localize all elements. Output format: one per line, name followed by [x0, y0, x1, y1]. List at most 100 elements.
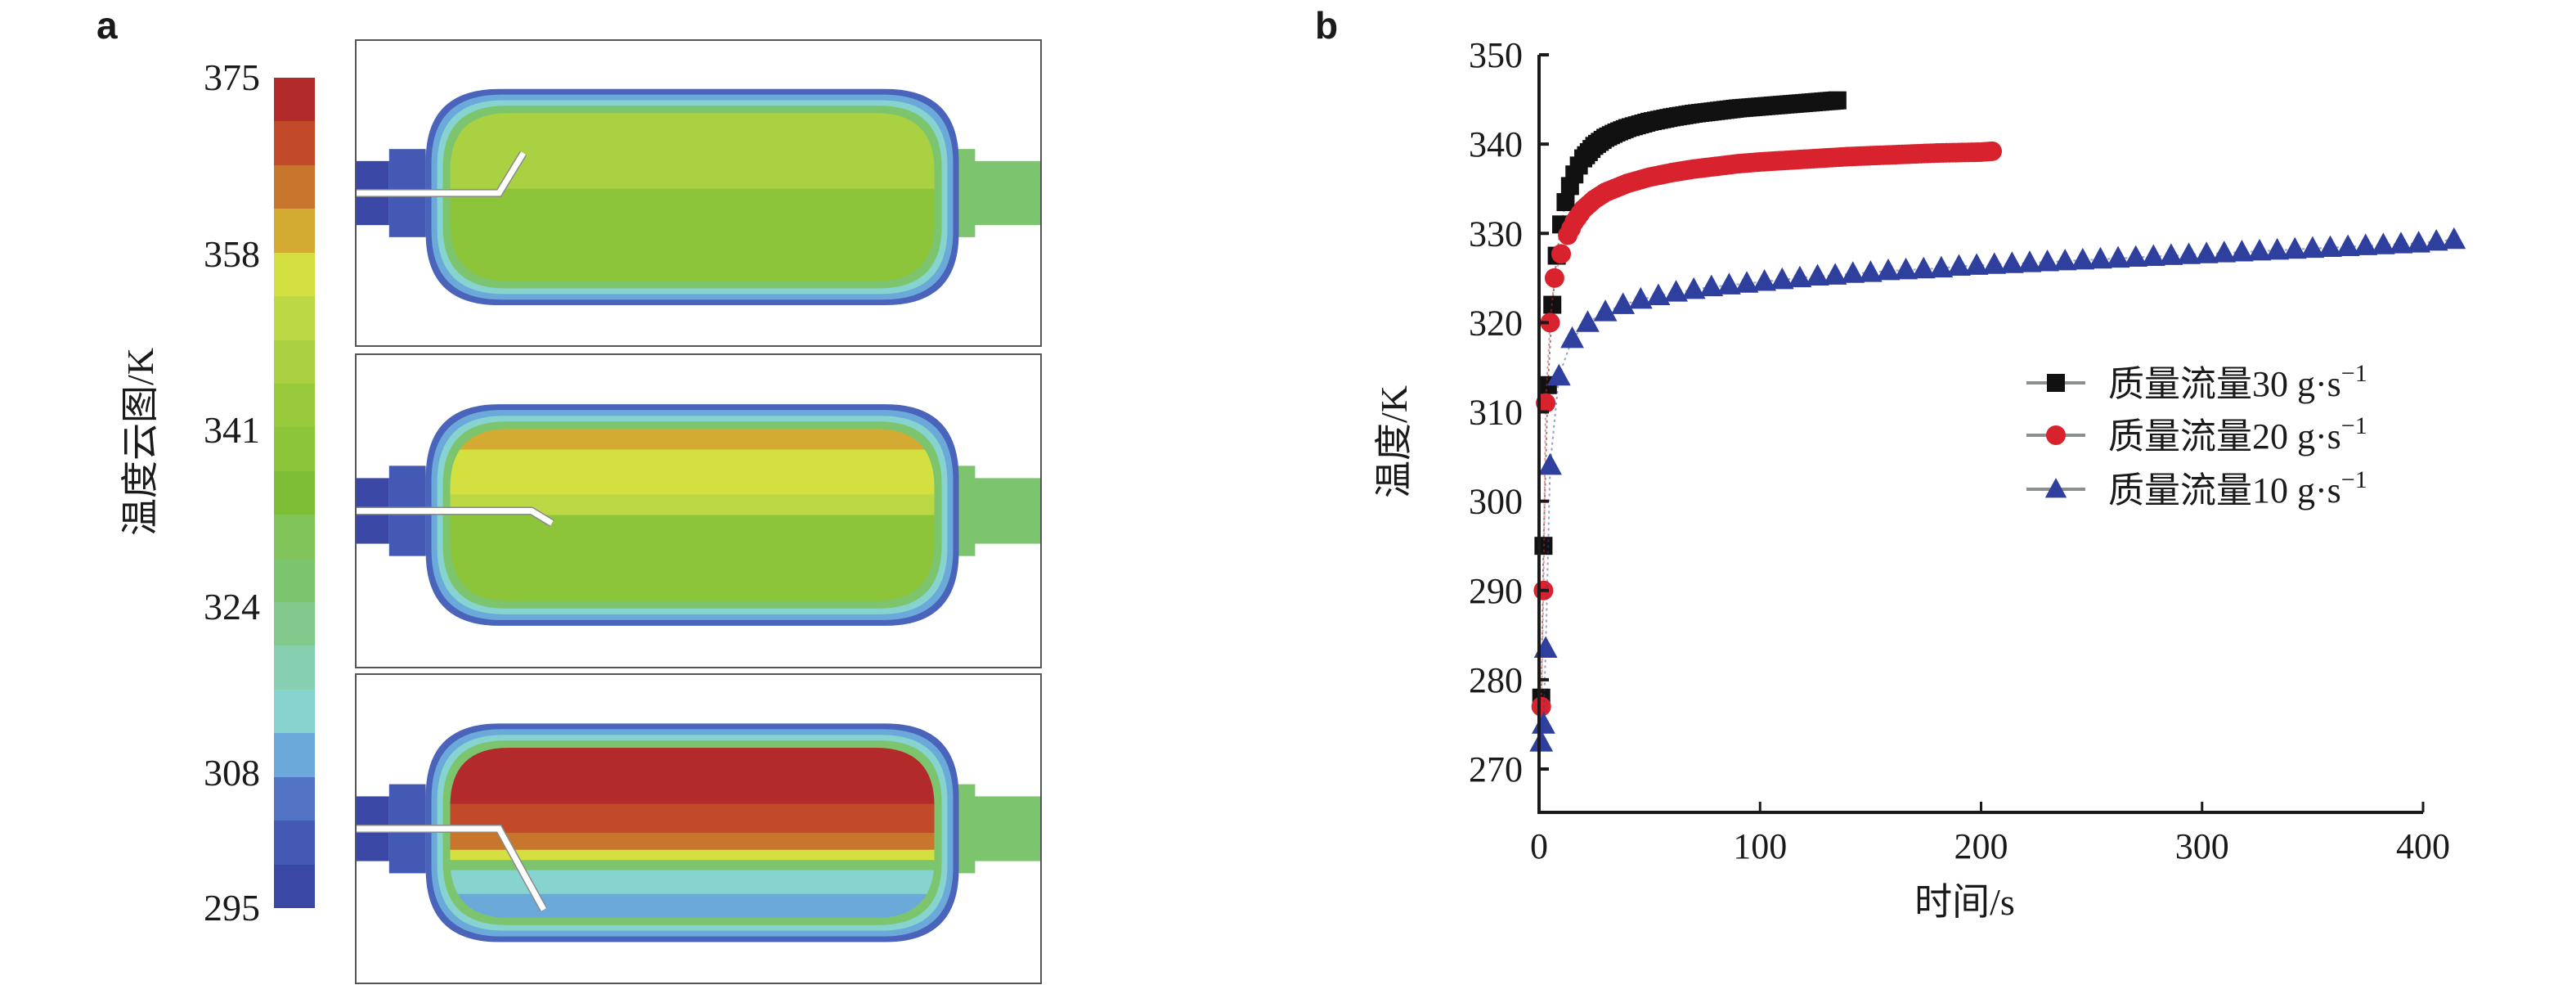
- y-tick-label: 280: [1469, 660, 1523, 700]
- legend-marker-triangle-icon: [2044, 478, 2067, 498]
- data-point: [1664, 280, 1688, 302]
- data-point: [1841, 261, 1865, 283]
- data-point: [1681, 277, 1706, 299]
- legend-entry: 质量流量20 g·s−1: [2026, 412, 2367, 457]
- contour-frame-2: [355, 353, 1042, 668]
- data-point: [2407, 231, 2430, 253]
- temperature-layer: [450, 832, 935, 851]
- data-point: [1611, 292, 1636, 314]
- y-tick-label: 310: [1469, 393, 1523, 433]
- data-point: [1593, 299, 1618, 322]
- data-point: [2424, 228, 2448, 251]
- legend-label: 质量流量20 g·s−1: [2108, 412, 2367, 457]
- temperature-layer: [450, 515, 935, 601]
- colorbar-band: [274, 340, 315, 384]
- x-tick-label: 200: [1954, 826, 2008, 866]
- data-point: [1538, 452, 1562, 475]
- temperature-colorbar: [274, 78, 315, 909]
- panel-label-b: b: [1315, 4, 1339, 47]
- inlet-pipe: [357, 507, 554, 526]
- data-point: [1858, 260, 1883, 282]
- data-point: [1529, 730, 1554, 752]
- temperature-layer: [450, 113, 935, 190]
- data-point: [1531, 696, 1551, 717]
- temperature-layer: [450, 860, 935, 871]
- data-point: [2265, 237, 2290, 260]
- tank-nozzle: [963, 478, 1040, 544]
- contour-frame-1: [355, 39, 1042, 347]
- colorbar-band: [274, 209, 315, 253]
- data-point: [1982, 252, 2007, 274]
- panel-label-a: a: [96, 4, 118, 47]
- tank-contour-plot: [357, 404, 1040, 626]
- data-point: [1752, 269, 1777, 291]
- data-point: [2071, 247, 2095, 270]
- data-point: [2247, 238, 2272, 261]
- data-point: [1806, 263, 1829, 286]
- y-tick-label: 320: [1469, 303, 1523, 343]
- tank-contour-plot: [357, 723, 1040, 942]
- data-point: [1646, 283, 1671, 305]
- colorbar-band: [274, 821, 315, 865]
- colorbar-tick-label: 341: [204, 409, 260, 452]
- series-line: [1540, 150, 1993, 707]
- data-point: [1823, 263, 1847, 285]
- colorbar-tick-label: 295: [204, 887, 260, 929]
- y-tick-label: 290: [1469, 571, 1523, 611]
- y-tick-label: 340: [1469, 124, 1523, 164]
- series-line: [1540, 99, 1838, 698]
- colorbar-band: [274, 515, 315, 559]
- inlet-pipe: [357, 825, 546, 911]
- colorbar-band: [274, 645, 315, 690]
- tank-nozzle: [963, 160, 1040, 226]
- temperature-layer: [450, 429, 935, 451]
- data-point: [2442, 227, 2466, 250]
- data-point: [2318, 235, 2342, 258]
- x-tick-label: 0: [1530, 826, 1548, 866]
- data-point: [1999, 251, 2024, 273]
- temperature-layer: [450, 748, 935, 805]
- colorbar-band: [274, 776, 315, 821]
- data-point: [2159, 243, 2183, 265]
- y-tick-label: 300: [1469, 482, 1523, 522]
- data-point: [1699, 274, 1724, 297]
- data-point: [2282, 236, 2307, 259]
- tank-nozzle: [963, 796, 1040, 861]
- data-point: [1536, 393, 1556, 413]
- colorbar-band: [274, 296, 315, 340]
- data-point: [2300, 236, 2325, 259]
- contour-frame-3: [355, 673, 1042, 984]
- data-point: [2212, 241, 2237, 263]
- data-point: [2371, 232, 2395, 254]
- data-point: [2124, 245, 2148, 268]
- series-circle: [1531, 141, 2003, 717]
- data-point: [1964, 253, 1989, 275]
- data-point: [2354, 233, 2378, 255]
- colorbar-band: [274, 602, 315, 646]
- colorbar-tick-label: 358: [204, 232, 260, 275]
- legend-entry: 质量流量30 g·s−1: [2026, 360, 2367, 404]
- x-tick-label: 400: [2396, 826, 2450, 866]
- data-point: [1544, 268, 1564, 288]
- data-point: [1929, 255, 1954, 278]
- colorbar-tick-label: 324: [204, 586, 260, 628]
- y-tick-label: 350: [1469, 35, 1523, 75]
- data-point: [2336, 234, 2360, 256]
- tank-contour-plot: [357, 88, 1040, 306]
- inlet-pipe: [357, 151, 527, 196]
- data-point: [2035, 250, 2059, 272]
- y-tick-label: 330: [1469, 214, 1523, 254]
- colorbar-band: [274, 864, 315, 909]
- x-tick-label: 300: [2175, 826, 2229, 866]
- data-point: [1540, 313, 1560, 333]
- y-axis-title: 温度/K: [1373, 385, 1415, 498]
- temperature-layer: [450, 893, 935, 918]
- colorbar-band: [274, 383, 315, 428]
- colorbar-band: [274, 733, 315, 777]
- y-tick-label: 270: [1469, 749, 1523, 789]
- data-point: [2053, 248, 2077, 271]
- series-square: [1532, 91, 1847, 707]
- colorbar-band: [274, 689, 315, 734]
- data-point: [2089, 246, 2112, 269]
- data-point: [1556, 193, 1575, 212]
